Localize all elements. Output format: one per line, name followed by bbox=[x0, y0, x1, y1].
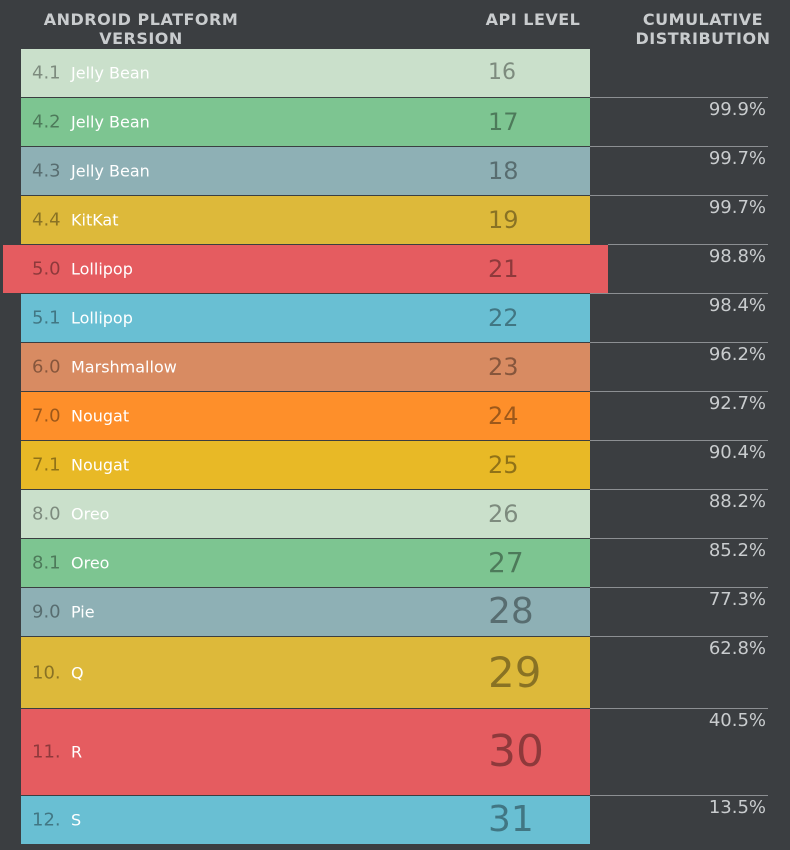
api-level-value: 30 bbox=[488, 726, 544, 777]
cumulative-distribution-value: 99.9% bbox=[708, 99, 766, 120]
row-divider bbox=[608, 244, 768, 245]
platform-codename: S bbox=[71, 810, 82, 830]
cumulative-distribution-value: 92.7% bbox=[708, 393, 766, 414]
table-row: 10. Q 29 bbox=[21, 637, 590, 708]
header-api-level: API LEVEL bbox=[485, 10, 581, 29]
platform-version-number: 5.1 bbox=[32, 307, 61, 329]
platform-version-number: 8.1 bbox=[32, 552, 61, 574]
table-row: 7.1 Nougat 25 bbox=[21, 441, 590, 489]
cumulative-distribution-value: 90.4% bbox=[708, 442, 766, 463]
table-row: 4.4 KitKat 19 bbox=[21, 196, 590, 244]
cumulative-distribution-value: 96.2% bbox=[708, 344, 766, 365]
cumulative-distribution-value: 62.8% bbox=[708, 638, 766, 659]
platform-codename: Oreo bbox=[71, 504, 110, 524]
api-level-value: 18 bbox=[488, 157, 519, 185]
platform-codename: Lollipop bbox=[71, 308, 133, 328]
platform-codename: R bbox=[71, 742, 83, 762]
platform-version-number: 4.4 bbox=[32, 209, 61, 231]
header-cumulative-distribution: CUMULATIVE DISTRIBUTION bbox=[635, 10, 771, 48]
cumulative-distribution-value: 98.8% bbox=[708, 246, 766, 267]
row-divider bbox=[590, 636, 768, 637]
row-divider bbox=[590, 342, 768, 343]
table-row: 5.1 Lollipop 22 bbox=[21, 294, 590, 342]
platform-codename: Nougat bbox=[71, 406, 130, 426]
platform-codename: KitKat bbox=[71, 210, 119, 230]
table-row: 4.3 Jelly Bean 18 bbox=[21, 147, 590, 195]
cumulative-distribution-value: 40.5% bbox=[708, 710, 766, 731]
cumulative-distribution-value: 88.2% bbox=[708, 491, 766, 512]
platform-version-number: 5.0 bbox=[32, 258, 61, 280]
header-platform-version: ANDROID PLATFORM VERSION bbox=[43, 10, 239, 48]
table-row: 4.2 Jelly Bean 17 bbox=[21, 98, 590, 146]
api-level-value: 28 bbox=[488, 591, 534, 632]
platform-codename: Q bbox=[71, 663, 84, 682]
row-divider bbox=[590, 440, 768, 441]
platform-codename: Nougat bbox=[71, 455, 130, 475]
row-divider bbox=[590, 97, 768, 98]
platform-version-number: 12. bbox=[32, 809, 61, 831]
api-level-value: 29 bbox=[488, 647, 542, 697]
platform-codename: Jelly Bean bbox=[71, 63, 150, 83]
row-divider bbox=[590, 146, 768, 147]
platform-version-number: 10. bbox=[32, 662, 61, 683]
row-divider bbox=[590, 708, 768, 709]
api-level-value: 17 bbox=[488, 108, 519, 136]
table-row: 4.1 Jelly Bean 16 bbox=[21, 49, 590, 97]
cumulative-distribution-value: 98.4% bbox=[708, 295, 766, 316]
platform-codename: Lollipop bbox=[71, 259, 133, 279]
api-level-value: 23 bbox=[488, 353, 519, 381]
row-divider bbox=[590, 489, 768, 490]
api-level-value: 31 bbox=[488, 799, 534, 840]
platform-codename: Oreo bbox=[71, 553, 110, 573]
table-row: 7.0 Nougat 24 bbox=[21, 392, 590, 440]
table-row: 12. S 31 bbox=[21, 796, 590, 844]
table-row: 9.0 Pie 28 bbox=[21, 588, 590, 636]
platform-codename: Marshmallow bbox=[71, 357, 177, 377]
platform-version-number: 9.0 bbox=[32, 601, 61, 623]
cumulative-distribution-value: 99.7% bbox=[708, 148, 766, 169]
cumulative-distribution-value: 13.5% bbox=[708, 797, 766, 818]
api-level-value: 27 bbox=[488, 546, 524, 579]
cumulative-distribution-value: 85.2% bbox=[708, 540, 766, 561]
row-divider bbox=[590, 587, 768, 588]
row-divider bbox=[590, 795, 768, 796]
table-row: 5.0 Lollipop 21 bbox=[3, 245, 608, 293]
api-level-value: 16 bbox=[488, 60, 516, 85]
table-row: 6.0 Marshmallow 23 bbox=[21, 343, 590, 391]
platform-codename: Jelly Bean bbox=[71, 112, 150, 132]
platform-version-number: 4.2 bbox=[32, 111, 61, 133]
row-divider bbox=[590, 293, 768, 294]
cumulative-distribution-value: 99.7% bbox=[708, 197, 766, 218]
platform-codename: Pie bbox=[71, 602, 95, 622]
api-level-value: 21 bbox=[488, 255, 519, 283]
platform-version-number: 7.0 bbox=[32, 405, 61, 427]
platform-version-number: 7.1 bbox=[32, 454, 61, 476]
platform-codename: Jelly Bean bbox=[71, 161, 150, 181]
cumulative-distribution-value: 77.3% bbox=[708, 589, 766, 610]
row-divider bbox=[590, 538, 768, 539]
row-divider bbox=[590, 391, 768, 392]
api-level-value: 25 bbox=[488, 451, 519, 479]
row-divider bbox=[590, 195, 768, 196]
api-level-value: 19 bbox=[488, 206, 519, 234]
platform-version-number: 6.0 bbox=[32, 356, 61, 378]
platform-version-number: 4.3 bbox=[32, 160, 61, 182]
api-level-value: 26 bbox=[488, 500, 519, 528]
platform-version-number: 8.0 bbox=[32, 503, 61, 525]
platform-version-number: 4.1 bbox=[32, 62, 61, 84]
table-row: 8.1 Oreo 27 bbox=[21, 539, 590, 587]
api-level-value: 24 bbox=[488, 402, 519, 430]
table-row: 8.0 Oreo 26 bbox=[21, 490, 590, 538]
table-row: 11. R 30 bbox=[21, 709, 590, 795]
api-level-value: 22 bbox=[488, 304, 519, 332]
platform-version-number: 11. bbox=[32, 741, 61, 763]
